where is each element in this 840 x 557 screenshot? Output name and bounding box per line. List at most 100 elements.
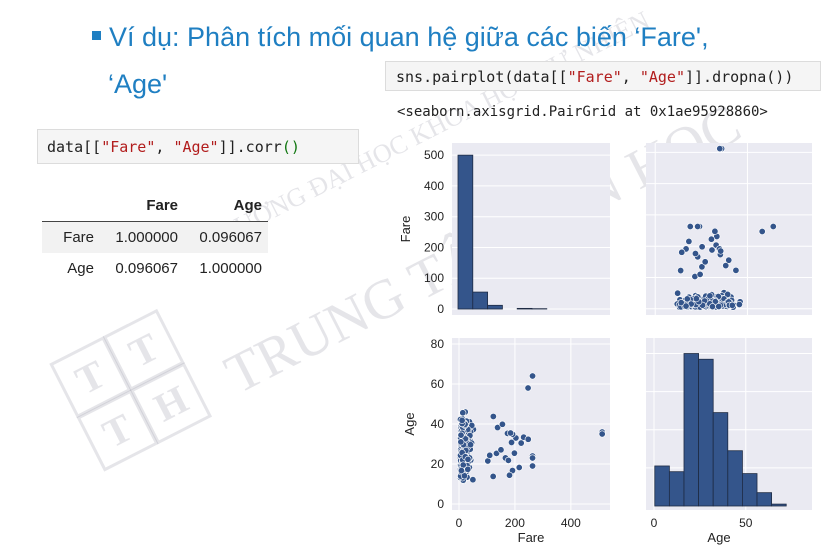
scatter-point — [598, 430, 606, 438]
slide-title: Ví dụ: Phân tích mối quan hệ giữa các bi… — [92, 14, 709, 108]
scatter-point — [459, 409, 467, 417]
x-tick-label: 50 — [739, 516, 753, 530]
scatter-point — [457, 431, 465, 439]
scatter-point — [683, 295, 691, 303]
histogram-bar — [698, 358, 714, 507]
scatter-point — [716, 145, 724, 153]
y-axis-label: Age — [402, 412, 417, 435]
histogram-bar — [668, 471, 685, 507]
scatter-point — [497, 446, 505, 454]
code-token: () — [281, 138, 300, 156]
histogram-bar — [654, 465, 670, 507]
table-row: Age 0.096067 1.000000 — [42, 253, 268, 284]
code-string: "Age" — [173, 138, 219, 156]
scatter-point — [460, 472, 468, 480]
scatter-point — [486, 451, 494, 459]
x-axis-label: Fare — [518, 530, 545, 545]
scatter-point — [706, 292, 714, 300]
scatter-point — [510, 449, 518, 457]
y-tick-label: 100 — [424, 271, 444, 285]
table-row: Fare 1.000000 0.096067 — [42, 221, 268, 253]
scatter-point — [504, 456, 512, 464]
histogram-bar — [712, 412, 729, 507]
scatter-point — [696, 270, 704, 278]
scatter-point — [498, 420, 506, 428]
scatter-point — [529, 454, 537, 462]
code-token: ]].corr — [218, 138, 282, 156]
row-label: Age — [67, 260, 94, 277]
scatter-point — [686, 222, 694, 230]
scatter-point — [674, 289, 682, 297]
table-cell: 0.096067 — [115, 260, 178, 277]
plot-panel — [646, 143, 812, 315]
scatter-point — [708, 246, 716, 254]
table-header-cell — [42, 190, 100, 222]
slide-title-line1: Ví dụ: Phân tích mối quan hệ giữa các bi… — [109, 22, 709, 52]
bullet-icon — [92, 31, 101, 41]
scatter-point — [508, 438, 516, 446]
code-token: , — [621, 68, 640, 86]
histogram-bar — [742, 473, 758, 507]
y-axis-label: Fare — [398, 216, 413, 243]
code-string: "Fare" — [101, 138, 156, 156]
scatter-point — [691, 250, 699, 258]
scatter-point — [529, 462, 537, 470]
x-tick-label: 400 — [561, 516, 581, 530]
scatter-point — [694, 222, 702, 230]
scatter-point — [698, 263, 706, 271]
table-cell: 0.096067 — [199, 229, 262, 246]
scatter-point — [685, 237, 693, 245]
y-tick-label: 200 — [424, 240, 444, 254]
y-tick-label: 0 — [437, 497, 444, 511]
scatter-point — [707, 235, 715, 243]
code-token: ]].dropna()) — [685, 68, 794, 86]
correlation-table: Fare Age Fare 1.000000 0.096067 Age 0.09… — [42, 190, 268, 284]
scatter-point — [524, 435, 532, 443]
y-tick-label: 40 — [431, 417, 445, 431]
scatter-point — [515, 463, 523, 471]
y-tick-label: 60 — [431, 377, 445, 391]
scatter-point — [505, 471, 513, 479]
histogram-bar — [516, 307, 533, 310]
y-tick-label: 20 — [431, 457, 445, 471]
histogram-bar — [756, 492, 773, 507]
scatter-point — [489, 472, 497, 480]
code-cell-corr[interactable]: data[["Fare", "Age"]].corr() — [37, 129, 359, 164]
row-label: Fare — [63, 229, 94, 246]
y-tick-label: 80 — [431, 337, 445, 351]
scatter-point — [457, 438, 465, 446]
scatter-point — [677, 267, 685, 275]
histogram-bar — [727, 450, 743, 507]
y-tick-label: 300 — [424, 210, 444, 224]
scatter-point — [708, 303, 716, 311]
scatter-point — [728, 301, 736, 309]
scatter-point — [732, 266, 740, 274]
scatter-point — [469, 476, 477, 484]
x-axis-label: Age — [707, 530, 730, 545]
slide-title-line2: ‘Age' — [108, 69, 168, 99]
scatter-point — [524, 384, 532, 392]
scatter-point — [715, 302, 723, 310]
scatter-point — [517, 439, 525, 447]
scatter-point — [735, 300, 743, 308]
scatter-point — [701, 258, 709, 266]
scatter-point — [711, 227, 719, 235]
histogram-bar — [683, 353, 699, 507]
scatter-point — [692, 295, 700, 303]
code-cell-pairplot[interactable]: sns.pairplot(data[["Fare", "Age"]].dropn… — [385, 61, 821, 91]
x-tick-label: 0 — [456, 516, 463, 530]
scatter-point — [758, 228, 766, 236]
table-cell: 1.000000 — [115, 229, 178, 246]
scatter-point — [682, 302, 690, 310]
scatter-point — [717, 247, 725, 255]
scatter-point — [507, 429, 515, 437]
table-header-cell: Age — [184, 190, 268, 222]
scatter-point — [494, 424, 502, 432]
scatter-point — [489, 412, 497, 420]
code-token: , — [155, 138, 174, 156]
scatter-point — [722, 262, 730, 270]
scatter-point — [724, 290, 732, 298]
histogram-bar — [472, 291, 489, 310]
scatter-point — [464, 455, 472, 463]
